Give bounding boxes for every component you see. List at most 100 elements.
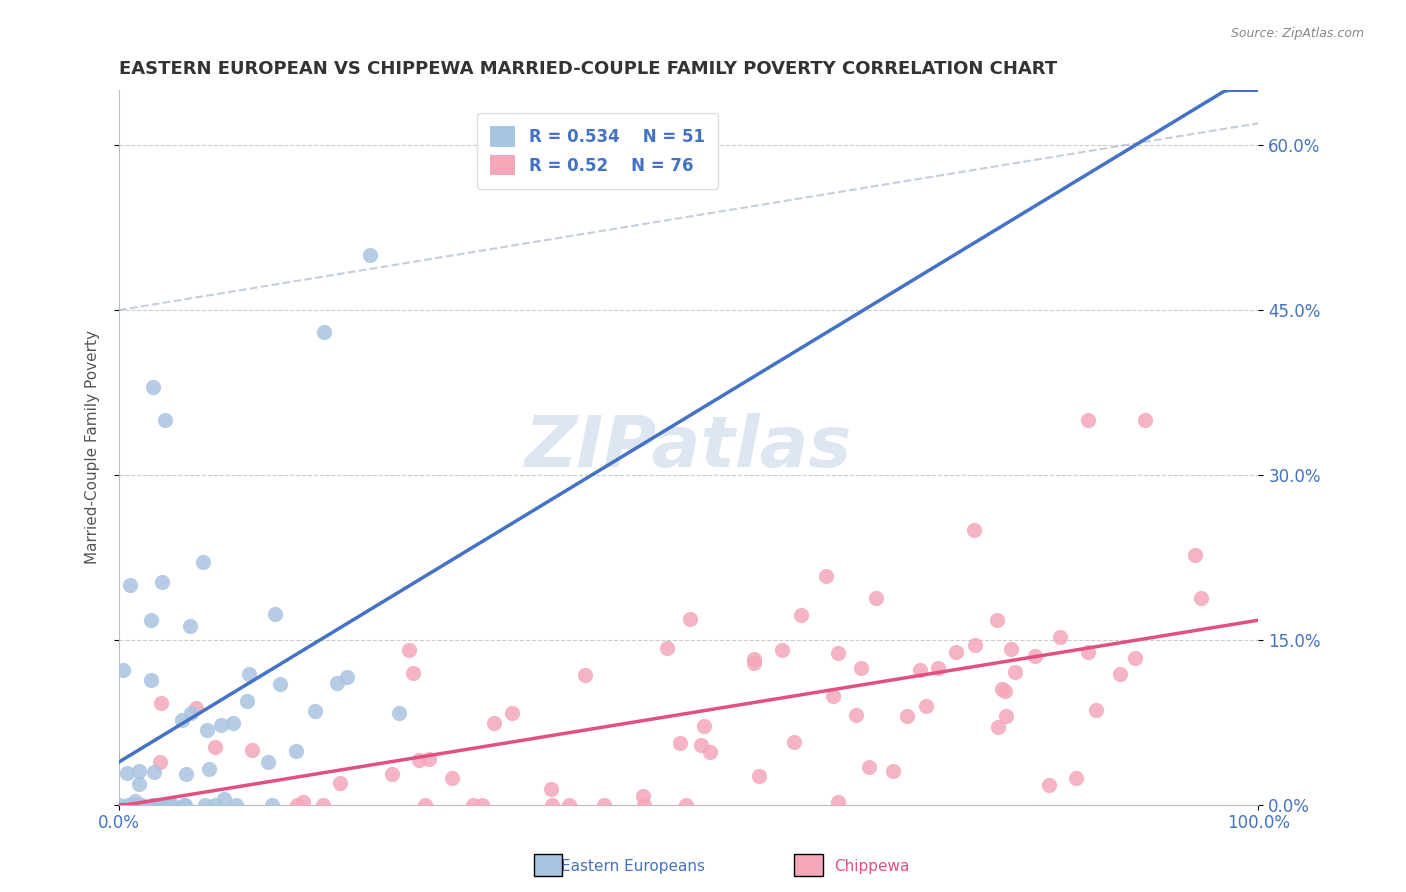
Point <box>240 743 263 757</box>
Point <box>962 523 984 537</box>
Point <box>108 797 131 812</box>
Point <box>153 413 176 427</box>
Point <box>398 643 420 657</box>
Point <box>675 797 697 812</box>
Point <box>501 706 523 721</box>
Point <box>633 797 655 812</box>
Point <box>236 694 259 708</box>
Point <box>387 706 409 720</box>
Point <box>540 781 562 796</box>
Legend: R = 0.534    N = 51, R = 0.52    N = 76: R = 0.534 N = 51, R = 0.52 N = 76 <box>477 113 718 188</box>
Point <box>865 591 887 605</box>
Point <box>915 698 938 713</box>
Point <box>689 738 711 752</box>
Point <box>124 794 146 808</box>
Point <box>149 755 172 769</box>
Point <box>987 720 1010 734</box>
Text: EASTERN EUROPEAN VS CHIPPEWA MARRIED-COUPLE FAMILY POVERTY CORRELATION CHART: EASTERN EUROPEAN VS CHIPPEWA MARRIED-COU… <box>120 60 1057 78</box>
Point <box>314 325 336 339</box>
Point <box>381 767 404 781</box>
Point <box>120 577 142 591</box>
Point <box>180 706 202 720</box>
Point <box>1189 591 1212 606</box>
Point <box>260 797 283 812</box>
Point <box>143 797 166 812</box>
Point <box>418 752 440 766</box>
Point <box>197 762 219 776</box>
Point <box>574 668 596 682</box>
Point <box>204 797 226 812</box>
Text: Chippewa: Chippewa <box>834 859 910 874</box>
Point <box>693 719 716 733</box>
Point <box>150 797 173 812</box>
Point <box>173 797 195 812</box>
Point <box>994 684 1017 698</box>
Point <box>209 718 232 732</box>
Point <box>849 661 872 675</box>
Point <box>631 789 654 803</box>
Point <box>415 797 437 812</box>
Point <box>927 660 949 674</box>
Y-axis label: Married-Couple Family Poverty: Married-Couple Family Poverty <box>86 330 100 565</box>
Point <box>128 777 150 791</box>
Point <box>1049 630 1071 644</box>
Point <box>540 797 562 812</box>
Point <box>257 755 280 769</box>
Point <box>965 638 987 652</box>
Point <box>882 764 904 779</box>
Point <box>945 645 967 659</box>
Point <box>655 641 678 656</box>
Point <box>986 614 1008 628</box>
Point <box>359 248 381 262</box>
Point <box>139 673 162 687</box>
Point <box>269 676 291 690</box>
Point <box>170 714 193 728</box>
Point <box>174 767 197 781</box>
Point <box>292 795 315 809</box>
Point <box>125 797 148 812</box>
Point <box>991 682 1014 697</box>
Point <box>845 708 868 723</box>
Point <box>1133 413 1156 427</box>
Point <box>141 797 163 812</box>
Point <box>225 797 247 812</box>
Point <box>742 656 765 670</box>
Point <box>204 739 226 754</box>
Point <box>461 797 484 812</box>
Point <box>173 797 195 812</box>
Point <box>482 716 505 731</box>
Point <box>1064 772 1087 786</box>
Point <box>222 716 245 731</box>
Point <box>117 766 139 780</box>
Point <box>789 608 811 623</box>
Point <box>858 760 880 774</box>
Point <box>1038 779 1060 793</box>
Point <box>1024 649 1046 664</box>
Point <box>312 797 335 812</box>
Point <box>179 619 201 633</box>
Point <box>160 797 183 812</box>
Point <box>440 772 463 786</box>
Point <box>814 569 837 583</box>
Point <box>699 745 721 759</box>
Point <box>1123 650 1146 665</box>
Point <box>995 708 1018 723</box>
Point <box>112 664 135 678</box>
Point <box>1077 645 1099 659</box>
Point <box>143 765 166 780</box>
Point <box>214 791 236 805</box>
Point <box>285 797 308 812</box>
Point <box>1004 665 1026 679</box>
Point <box>748 769 770 783</box>
Point <box>1184 548 1206 562</box>
Point <box>153 797 176 812</box>
Text: Source: ZipAtlas.com: Source: ZipAtlas.com <box>1230 27 1364 40</box>
Point <box>896 708 918 723</box>
Point <box>329 776 352 790</box>
Point <box>772 643 794 657</box>
Point <box>264 607 287 622</box>
Point <box>471 797 494 812</box>
Point <box>593 797 616 812</box>
Point <box>1085 703 1108 717</box>
Point <box>142 380 165 394</box>
